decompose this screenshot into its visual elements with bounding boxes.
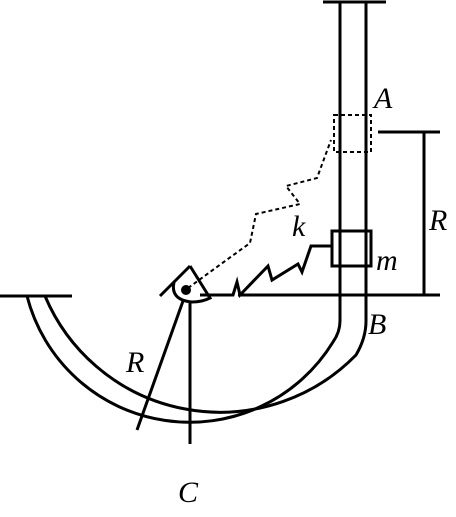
label-a: A — [372, 82, 393, 115]
spring-initial-position — [187, 139, 332, 289]
mass-block — [330, 229, 373, 268]
label-c: C — [178, 476, 199, 509]
label-b: B — [368, 308, 386, 341]
mass-initial-position — [333, 114, 372, 153]
label-r-height: R — [428, 204, 447, 237]
track-inner-wall — [43, 2, 368, 414]
label-k: k — [292, 210, 306, 243]
pivot-bracket — [171, 265, 213, 304]
pivot-plate — [158, 264, 192, 298]
track-outer-wall — [25, 2, 342, 424]
spring — [200, 244, 331, 299]
radius-line-slanted — [135, 300, 185, 431]
label-r-radius: R — [125, 346, 144, 379]
label-m: m — [376, 244, 398, 277]
